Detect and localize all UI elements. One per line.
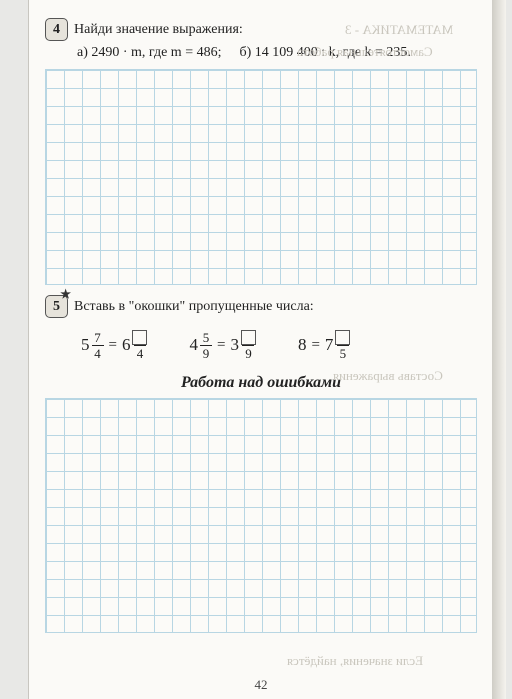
answer-box[interactable]: [241, 330, 256, 345]
problem-4-body: а) 2490 · m, где m = 486; б) 14 109 400 …: [45, 45, 477, 61]
work-grid-corrections[interactable]: [45, 398, 477, 633]
problem-5-expressions: 5 7 4 = 6 4 4 5 9 = 3: [45, 322, 477, 370]
equals-sign: =: [109, 337, 117, 354]
page-number: 42: [29, 677, 493, 693]
star-icon: ★: [60, 287, 71, 302]
rhs-fraction: 4: [132, 330, 147, 360]
problem-4-part-a: а) 2490 · m, где m = 486;: [77, 45, 221, 61]
problem-4-title: Найди значение выражения:: [74, 18, 243, 40]
problem-5-number: 5: [53, 299, 60, 315]
equals-sign: =: [217, 337, 225, 354]
work-grid-problem-4[interactable]: [45, 69, 477, 285]
problem-5-header: 5 ★ Вставь в "окошки" пропущенные числа:: [45, 295, 477, 318]
bleedthrough-text: Если значения, найдётся: [287, 653, 423, 669]
lhs-whole: 8: [298, 335, 307, 355]
problem-5-title: Вставь в "окошки" пропущенные числа:: [74, 295, 314, 317]
expression-3: 8 = 7 5: [298, 330, 350, 360]
rhs-whole: 7: [325, 335, 334, 355]
problem-4-part-b: б) 14 109 400 : k, где k = 235.: [239, 45, 410, 61]
section-heading: Работа над ошибками: [45, 374, 477, 392]
problem-4-header: 4 Найди значение выражения:: [45, 18, 477, 41]
lhs-fraction: 5 9: [200, 331, 212, 360]
equals-sign: =: [311, 337, 319, 354]
lhs-fraction: 7 4: [92, 331, 104, 360]
lhs-whole: 5: [81, 335, 90, 355]
expression-1: 5 7 4 = 6 4: [81, 330, 147, 360]
page-edge-shadow: [492, 0, 506, 699]
problem-number-badge: 5 ★: [45, 295, 68, 318]
lhs-whole: 4: [189, 335, 198, 355]
worksheet-page: МАТЕМАТИКА - 3 Самостоятельная работа Со…: [28, 0, 494, 699]
answer-box[interactable]: [132, 330, 147, 345]
problem-number-badge: 4: [45, 18, 68, 41]
answer-box[interactable]: [335, 330, 350, 345]
rhs-fraction: 5: [335, 330, 350, 360]
rhs-whole: 6: [122, 335, 131, 355]
expression-2: 4 5 9 = 3 9: [189, 330, 255, 360]
rhs-fraction: 9: [241, 330, 256, 360]
rhs-whole: 3: [230, 335, 239, 355]
